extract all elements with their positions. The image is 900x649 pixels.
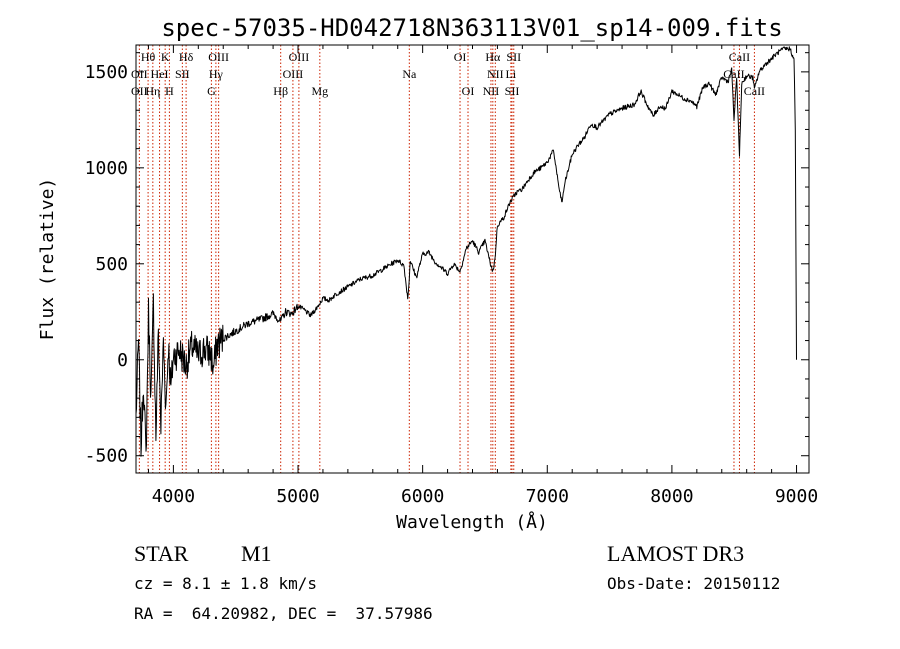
spectral-line-labels: Hθ K Hδ OIII OIII OI Hα SII CaII OII HeI SII Hγ OIII N… [131,50,765,98]
line-label: OIII [289,50,310,64]
line-label: SII [506,50,521,64]
line-label: K [161,50,170,64]
x-tick-label: 7000 [526,486,569,507]
x-tick-label: 9000 [775,486,818,507]
line-label: OIII [208,50,229,64]
line-label: OI [454,50,467,64]
y-axis-label: Flux (relative) [37,178,58,341]
obs-date: Obs-Date: 20150112 [607,574,780,593]
object-class: STAR [134,541,189,566]
line-label: NII [483,84,500,98]
line-label: OII [131,67,148,81]
line-label: Na [402,67,417,81]
line-label: OIII [283,67,304,81]
survey-name: LAMOST DR3 [607,541,744,566]
x-tick-label: 6000 [401,486,444,507]
line-label: CaII [723,67,744,81]
line-label: G [207,84,216,98]
line-label: H [165,84,174,98]
spectrum-series [135,46,797,457]
line-label: Hγ [209,67,224,81]
line-label: Hδ [179,50,194,64]
line-label: OI [462,84,475,98]
line-label: CaII [729,50,750,64]
line-label: HeI [151,67,169,81]
line-label: Hθ [141,50,156,64]
line-label: Hα [485,50,501,64]
y-tick-label: 1000 [85,158,128,179]
y-tick-label: 0 [117,350,128,371]
coordinates: RA = 64.20982, DEC = 37.57986 [134,604,433,623]
line-label: SII [175,67,190,81]
line-label: SII [505,84,520,98]
x-tick-label: 4000 [152,486,195,507]
line-label: Hβ [273,84,288,98]
x-tick-label: 8000 [650,486,693,507]
spectral-line-markers [138,45,755,473]
y-axis: -500 0 500 1000 1500 [85,52,809,467]
object-subclass: M1 [241,541,272,566]
y-tick-label: 500 [95,254,128,275]
y-tick-label: -500 [85,446,128,467]
line-label: NII [487,67,504,81]
y-tick-label: 1500 [85,62,128,83]
line-label: Li [506,67,517,81]
line-label: Hη [145,84,160,98]
spectrum-line [135,46,797,457]
line-label: Mg [311,84,328,98]
chart-title: spec-57035-HD042718N363113V01_sp14-009.f… [161,14,782,42]
redshift-cz: cz = 8.1 ± 1.8 km/s [134,574,317,593]
line-label: CaII [744,84,765,98]
x-tick-label: 5000 [276,486,319,507]
x-axis-label: Wavelength (Å) [396,511,548,533]
x-axis: 4000 5000 6000 7000 8000 9000 [147,45,818,507]
plot-frame [135,44,810,474]
